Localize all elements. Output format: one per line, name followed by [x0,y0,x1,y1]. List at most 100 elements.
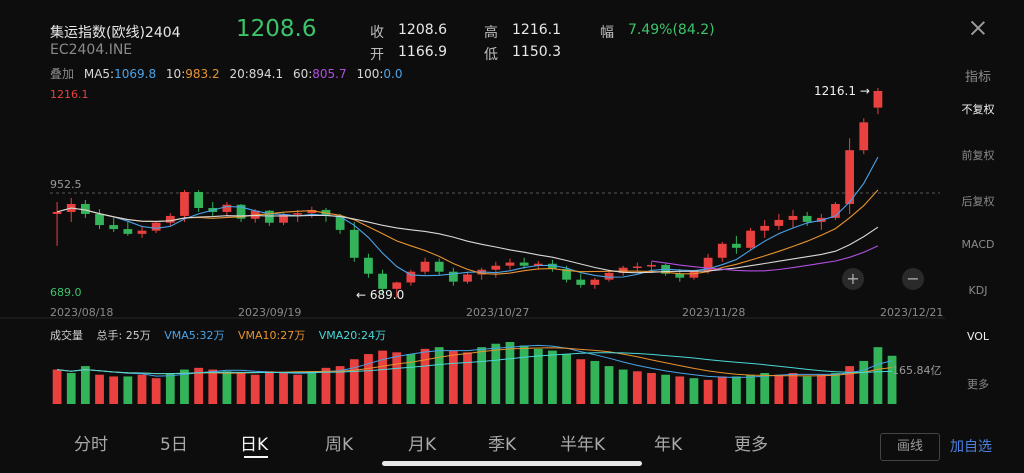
candle-body [293,213,303,215]
volume-bar [533,348,543,404]
volume-total-label: 165.84亿 [892,364,942,377]
zoom-out-button[interactable]: − [902,268,924,290]
zoom-in-button[interactable]: + [842,268,864,290]
candle-body [505,262,515,266]
add-watchlist-button[interactable]: 加自选 [950,439,992,455]
ma-legend: 叠加 MA5:1069.8 10:983.2 20:894.1 60:805.7… [50,65,409,82]
volume-bar [364,354,373,404]
ma10-legend: 10:983.2 [165,67,220,81]
volume-bar [576,359,586,404]
candle-body [448,271,458,282]
tab-quarterly-k[interactable]: 季K [488,435,517,455]
candle-body [675,273,685,278]
candle-body [590,279,600,285]
volume-bar [165,373,175,404]
tab-halfyear-k[interactable]: 半年K [560,435,606,455]
tab-more[interactable]: 更多 [734,435,768,455]
sidebar-item-kdj[interactable]: KDJ [968,284,988,297]
volume-bar [774,374,784,404]
volume-bar [434,347,444,404]
volume-bars [52,342,897,404]
ma5-legend: MA5:1069.8 [83,67,157,81]
kline-chart[interactable] [0,0,945,410]
candle-body [434,261,444,272]
candle-body [151,222,161,231]
date-label: 2023/12/21 [880,306,944,319]
candle-body [463,274,472,282]
candle-body [774,219,784,226]
home-indicator[interactable] [382,461,642,466]
candle-body [137,230,147,234]
candle-body [632,266,642,269]
volume-bar [703,379,713,404]
candle-body [335,215,345,230]
volume-bar [250,374,260,404]
sidebar-item-vol[interactable]: VOL [966,330,990,343]
tab-yearly-k[interactable]: 年K [654,435,683,455]
max-annotation: 1216.1 → [814,84,870,98]
close-icon[interactable] [968,18,988,38]
contract-title: 集运指数(欧线)2404 [50,25,181,41]
ma5-line [56,156,879,278]
open-value: 1166.9 [398,44,447,60]
volume-bar [378,350,387,404]
overlay-label[interactable]: 叠加 [50,67,75,81]
sidebar-item-macd[interactable]: MACD [961,238,995,251]
volume-bar [816,374,826,404]
volume-bar [859,360,869,404]
date-label: 2023/11/28 [682,306,746,319]
volume-bar [760,373,770,404]
contract-code: EC2404.INE [50,42,133,58]
volume-bar [349,359,359,404]
date-label: 2023/09/19 [238,306,302,319]
volume-bar [873,347,883,404]
volume-bar [52,369,62,404]
volume-bar [562,354,571,404]
y-max-label: 1216.1 [50,88,89,101]
volume-bar [590,360,600,404]
candle-body [264,210,274,223]
volume-bar [505,342,515,404]
candle-body [52,211,62,214]
y-min-label: 689.0 [50,286,82,299]
candle-body [165,215,175,223]
volume-bar [293,374,303,404]
volume-bar [406,354,416,404]
min-annotation: ← 689.0 [356,288,405,302]
volume-bar [732,376,741,404]
volume-bar [307,371,317,404]
candle-body [95,213,104,226]
active-tab-indicator [244,456,268,458]
volume-bar [279,373,288,404]
candle-body [831,203,840,218]
sidebar-item-forward-adjust[interactable]: 前复权 [961,149,995,162]
volume-bar [887,355,897,404]
tab-monthly-k[interactable]: 月K [408,435,437,455]
amplitude-label: 幅 [600,25,614,41]
volume-bar [845,366,855,404]
tab-intraday[interactable]: 分时 [74,435,108,455]
indicator-header[interactable]: 指标 [964,70,991,85]
candle-body [222,204,232,212]
candle-body [576,279,586,285]
draw-line-button[interactable]: 画线 [880,433,940,461]
volume-bar [420,348,430,404]
tab-daily-k[interactable]: 日K [240,435,269,455]
candle-body [533,263,543,266]
amplitude-value: 7.49%(84.2) [628,22,715,38]
tab-weekly-k[interactable]: 周K [325,435,354,455]
volume-bar [802,376,812,404]
tab-5day[interactable]: 5日 [160,435,188,455]
volume-bar [632,371,642,404]
ma20-line [56,207,879,274]
sidebar-item-backward-adjust[interactable]: 后复权 [961,195,995,208]
volume-bar [137,374,147,404]
candle-body [279,214,288,223]
volume-bar [477,347,487,404]
chart-grid [0,192,945,319]
candle-body [703,257,713,271]
volume-bar [661,374,671,404]
candle-body [109,225,119,230]
sidebar-item-no-adjust[interactable]: 不复权 [961,103,995,116]
sidebar-item-more[interactable]: 更多 [967,378,989,391]
